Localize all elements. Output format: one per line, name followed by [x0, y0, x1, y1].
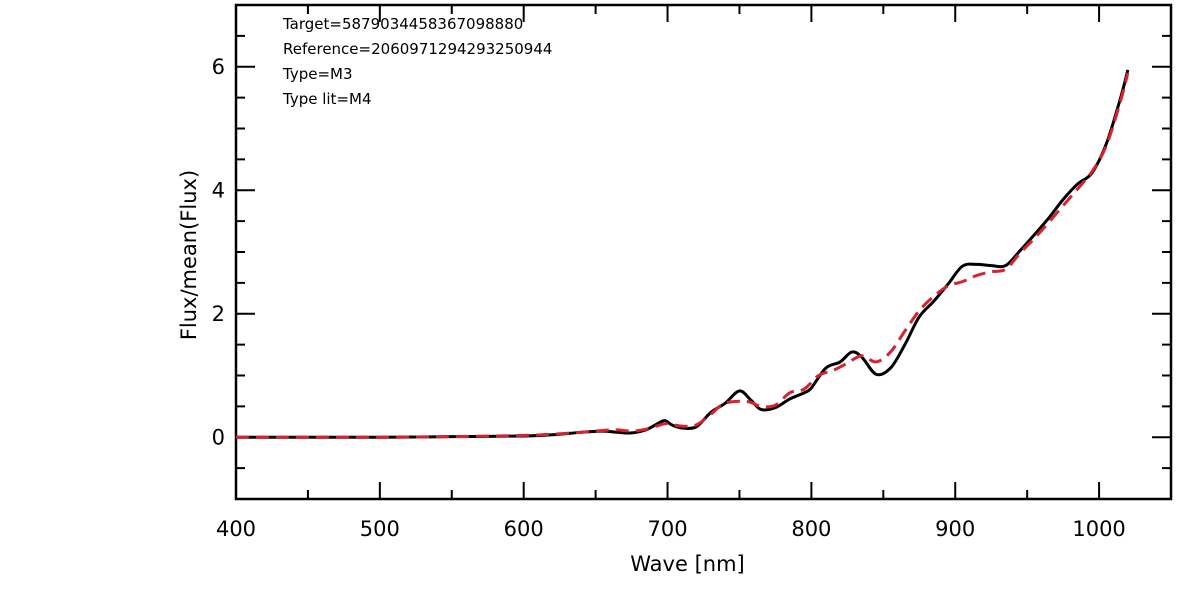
series-group — [235, 69, 1130, 439]
x-axis-title: Wave [nm] — [630, 552, 744, 576]
y-tick-label: 0 — [212, 425, 225, 449]
plot-frame — [234, 3, 1173, 501]
annotation-block: Target=5879034458367098880 Reference=206… — [282, 15, 552, 108]
axes-group: 400 500 600 700 800 900 1000 0 2 4 6 — [212, 3, 1173, 541]
x-tick-label: 700 — [647, 517, 687, 541]
annotation-type: Type=M3 — [282, 65, 353, 83]
x-tick-label: 1000 — [1072, 517, 1125, 541]
x-tick-label: 500 — [360, 517, 400, 541]
annotation-type-lit: Type lit=M4 — [282, 90, 372, 108]
y-axis-title: Flux/mean(Flux) — [177, 170, 201, 340]
x-tick-label: 400 — [216, 517, 256, 541]
y-tick-label: 4 — [212, 178, 225, 202]
target-spectrum-line — [235, 69, 1130, 439]
annotation-reference: Reference=2060971294293250944 — [283, 40, 552, 58]
x-tick-label: 600 — [504, 517, 544, 541]
x-tick-label: 800 — [791, 517, 831, 541]
reference-spectrum-line — [235, 72, 1130, 439]
y-tick-label: 2 — [212, 302, 225, 326]
y-tick-label: 6 — [212, 55, 225, 79]
x-tick-label: 900 — [935, 517, 975, 541]
annotation-target: Target=5879034458367098880 — [282, 15, 523, 33]
